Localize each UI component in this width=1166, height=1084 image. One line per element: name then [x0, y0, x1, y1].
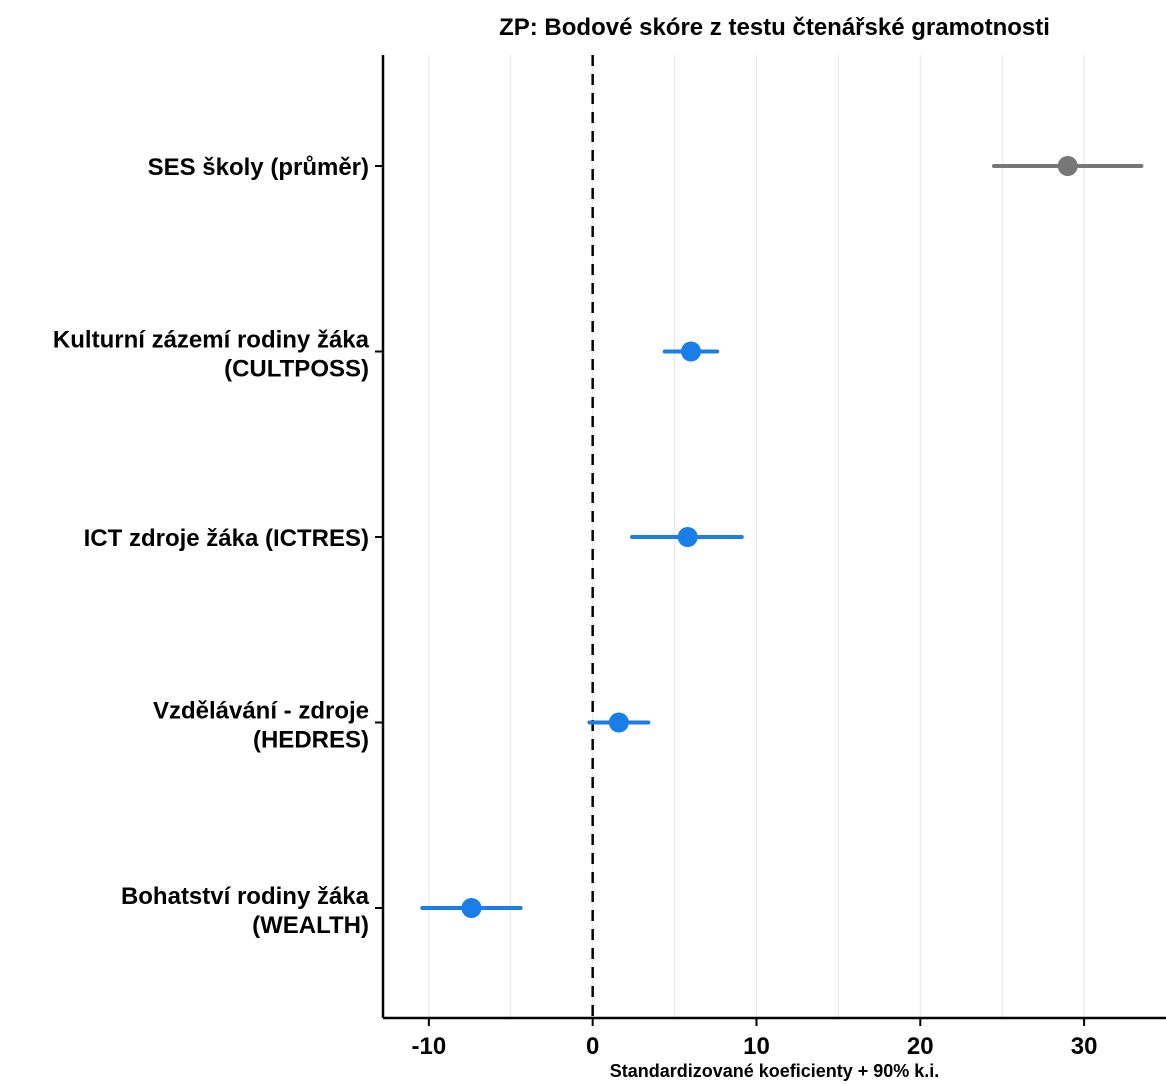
point-estimate	[608, 712, 629, 733]
x-tick-label: 0	[586, 1033, 599, 1060]
x-tick-label: 30	[1071, 1033, 1098, 1060]
x-axis-label: Standardizované koeficienty + 90% k.i.	[609, 1061, 940, 1081]
y-tick-label: Bohatství rodiny žáka (WEALTH)	[121, 883, 370, 939]
point-estimate	[680, 341, 701, 362]
y-tick-label: Vzdělávání - zdroje (HEDRES)	[153, 698, 369, 754]
y-tick-label-line: (CULTPOSS)	[224, 356, 369, 383]
x-tick-label: 10	[743, 1033, 770, 1060]
y-tick-label: SES školy (průměr)	[148, 154, 369, 181]
y-tick-label: Kulturní zázemí rodiny žáka (CULTPOSS)	[53, 327, 370, 383]
point-estimate	[1057, 156, 1078, 176]
y-tick-label: ICT zdroje žáka (ICTRES)	[84, 525, 369, 552]
y-tick-label-line: Vzdělávání - zdroje	[153, 698, 369, 725]
chart-title: ZP: Bodové skóre z testu čtenářské gramo…	[499, 14, 1050, 41]
point-estimate	[677, 527, 698, 547]
y-tick-label-line: (WEALTH)	[252, 912, 369, 939]
y-tick-label-line: Bohatství rodiny žáka	[121, 883, 370, 910]
axis-layer: -10 0 10 20 30	[375, 55, 1166, 1060]
point-estimate	[461, 898, 482, 918]
y-tick-label-line: (HEDRES)	[253, 727, 369, 754]
series-layer	[420, 156, 1144, 918]
x-tick-label: -10	[412, 1033, 447, 1060]
x-tick-label: 20	[907, 1033, 934, 1060]
label-layer: SES školy (průměr) Kulturní zázemí rodiny…	[53, 154, 370, 939]
y-tick-label-line: Kulturní zázemí rodiny žáka	[53, 327, 370, 354]
grid-layer	[428, 55, 1085, 1018]
